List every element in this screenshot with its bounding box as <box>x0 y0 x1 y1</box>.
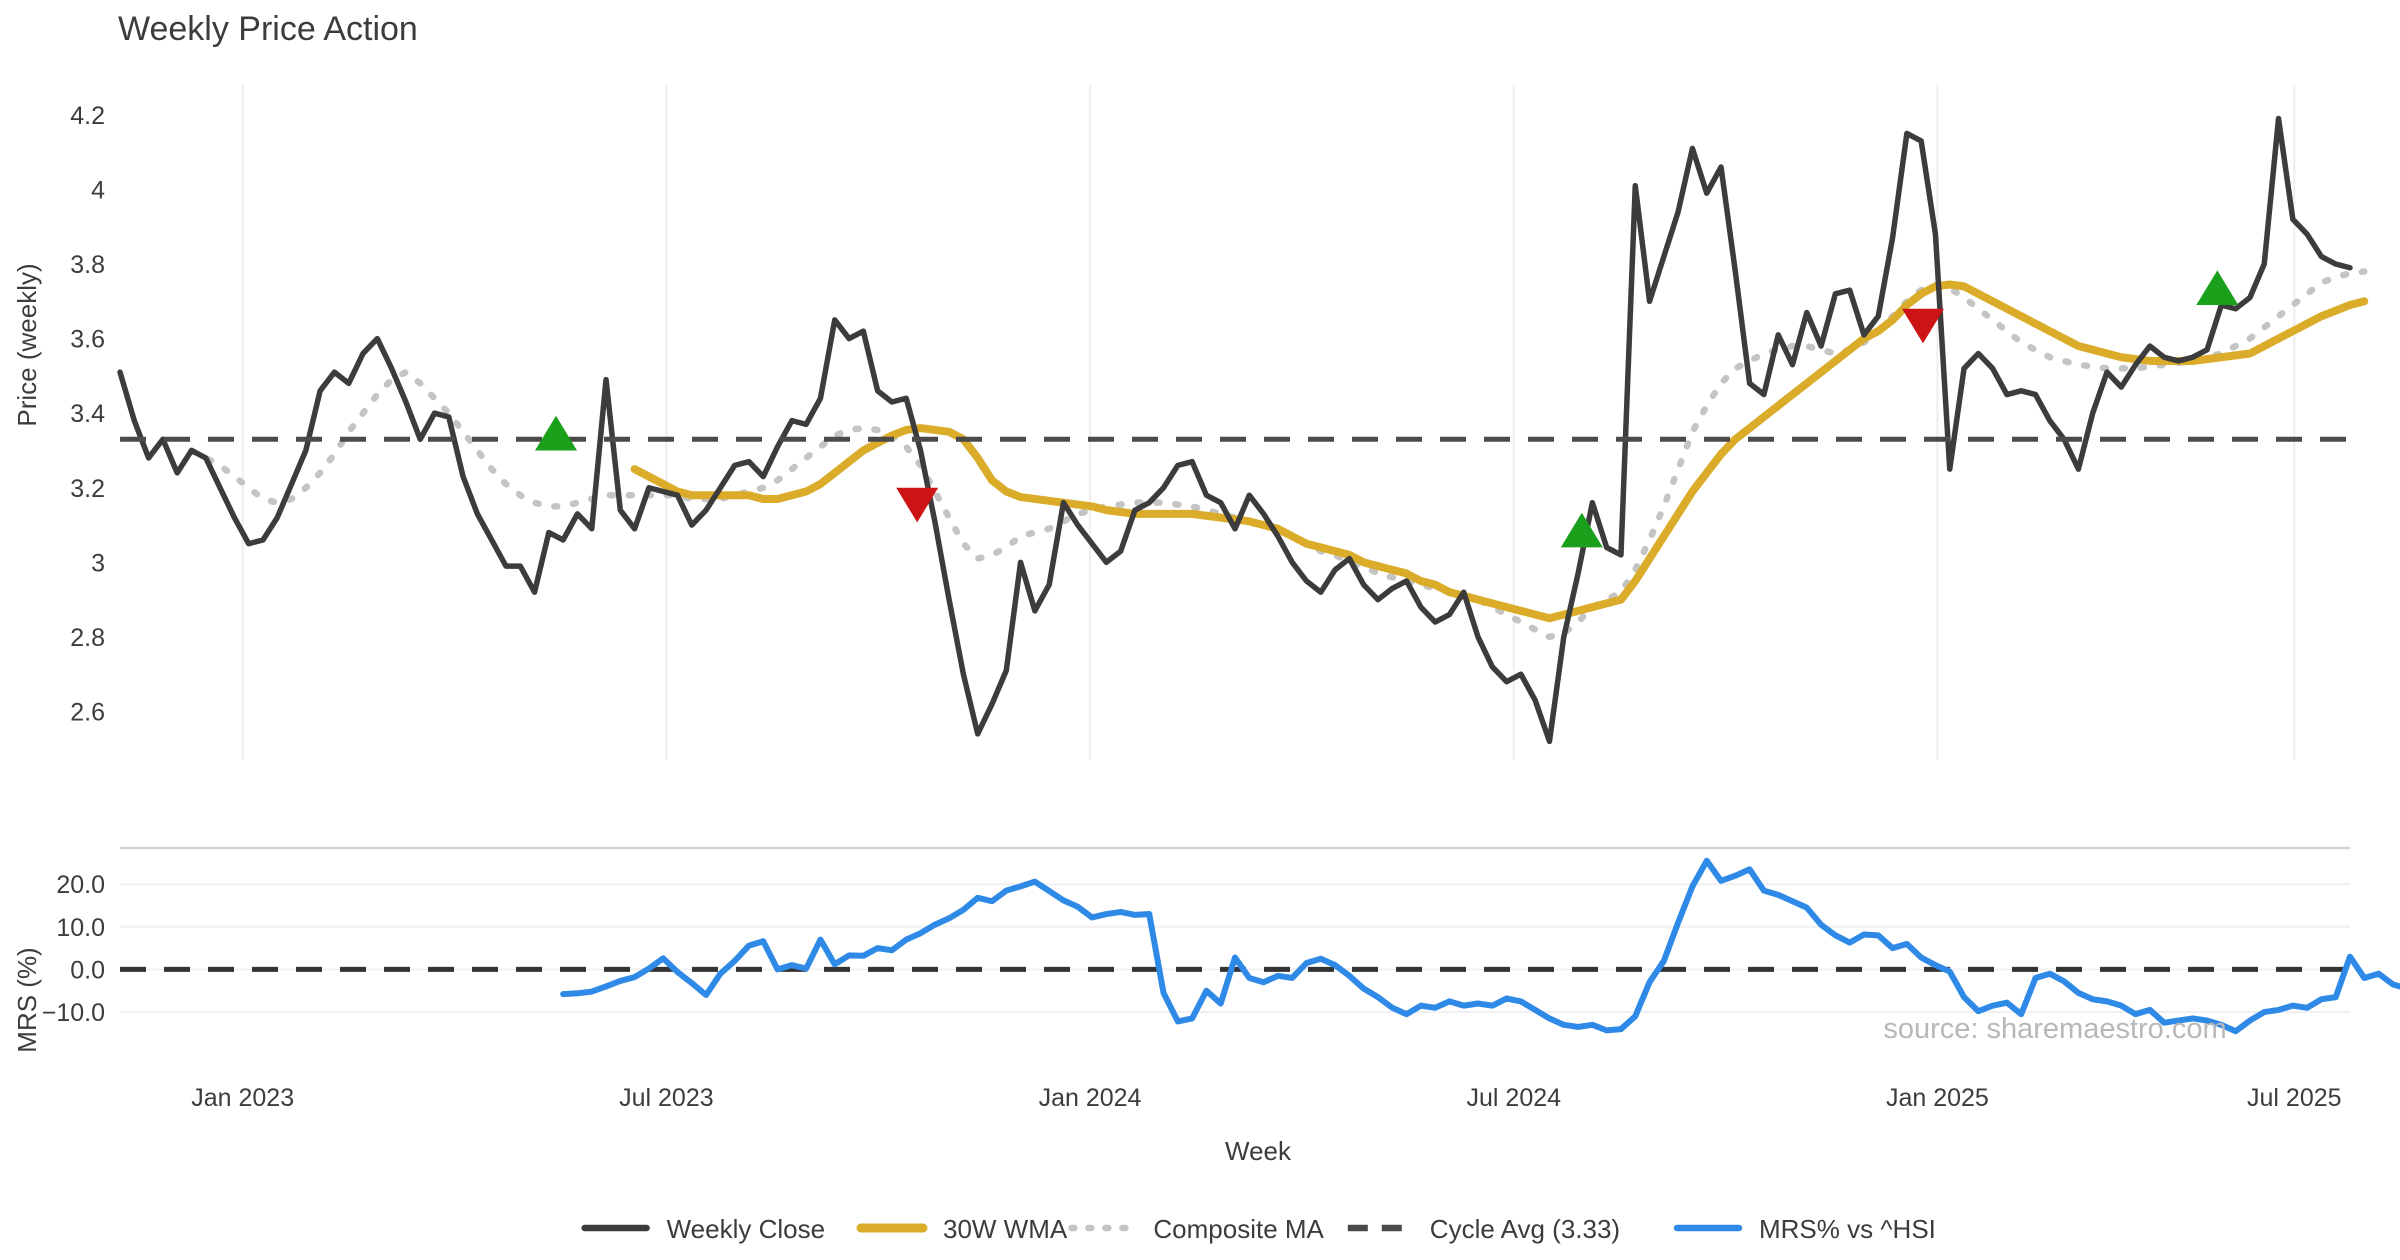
series-line-weekly-close <box>117 115 2353 745</box>
mrs-y-tick-label: 20.0 <box>56 871 105 899</box>
price-series-group <box>117 115 2369 745</box>
mrs-line <box>560 857 2400 1035</box>
x-tick-label: Jul 2024 <box>1467 1084 1562 1112</box>
price-y-axis-ticks: 4.2 4 3.8 3.6 3.4 3.2 3 2.8 2.6 <box>70 102 105 727</box>
price-gridlines <box>241 85 2296 760</box>
series-line-composite-ma <box>188 268 2368 641</box>
x-axis-ticks: Jan 2023 Jul 2023 Jan 2024 Jul 2024 Jan 2025… <box>191 1084 2341 1112</box>
x-tick-label: Jan 2024 <box>1039 1084 1142 1112</box>
mrs-y-tick-label: 0.0 <box>70 956 105 984</box>
legend-label: Cycle Avg (3.33) <box>1430 1214 1620 1244</box>
legend-item-mrs-vs-hsi[interactable]: MRS% vs ^HSI <box>1673 1214 1936 1244</box>
price-y-tick-label: 2.8 <box>70 624 105 652</box>
source-watermark: source: sharemaestro.com <box>1883 1013 2226 1045</box>
legend-item-30w-wma[interactable]: 30W WMA <box>856 1214 1068 1244</box>
price-y-tick-label: 4.2 <box>70 102 105 130</box>
mrs-y-tick-label: 10.0 <box>56 914 105 942</box>
buy-signal-marker[interactable] <box>1560 512 1603 548</box>
price-y-tick-label: 3.8 <box>70 251 105 279</box>
x-tick-label: Jan 2023 <box>191 1084 294 1112</box>
legend-label: Weekly Close <box>667 1214 825 1244</box>
price-y-tick-label: 3.6 <box>70 326 105 354</box>
sell-signal-marker[interactable] <box>896 487 939 523</box>
chart-legend[interactable]: Weekly Close 30W WMA Composite MA Cycle Avg… <box>581 1214 1936 1244</box>
legend-item-composite-ma[interactable]: Composite MA <box>1068 1214 1325 1244</box>
legend-label: 30W WMA <box>943 1214 1068 1244</box>
price-y-tick-label: 3 <box>91 549 105 577</box>
mrs-y-axis-label: MRS (%) <box>12 947 42 1052</box>
mrs-y-axis-ticks: 20.0 10.0 0.0 −10.0 <box>42 871 105 1027</box>
mrs-y-tick-label: −10.0 <box>42 999 105 1027</box>
buy-signal-marker[interactable] <box>2196 270 2239 305</box>
price-y-tick-label: 4 <box>91 176 105 204</box>
legend-item-cycle-avg-3-33-[interactable]: Cycle Avg (3.33) <box>1347 1214 1620 1244</box>
x-tick-label: Jul 2025 <box>2247 1084 2342 1112</box>
sell-signal-marker[interactable] <box>1902 308 1944 344</box>
x-tick-label: Jul 2023 <box>619 1084 714 1112</box>
series-line-30w-wma <box>630 280 2369 623</box>
price-y-tick-label: 2.6 <box>70 699 105 727</box>
legend-item-weekly-close[interactable]: Weekly Close <box>581 1214 825 1244</box>
price-y-tick-label: 3.2 <box>70 475 105 503</box>
price-y-axis-label: Price (weekly) <box>12 263 42 426</box>
x-axis-label: Week <box>1225 1136 1292 1166</box>
legend-label: MRS% vs ^HSI <box>1759 1214 1936 1244</box>
legend-label: Composite MA <box>1153 1214 1324 1244</box>
buy-signal-marker[interactable] <box>535 415 577 451</box>
page-title: Weekly Price Action <box>118 10 418 48</box>
signal-markers-group <box>535 270 2239 548</box>
price-y-tick-label: 3.4 <box>70 400 105 428</box>
x-tick-label: Jan 2025 <box>1886 1084 1989 1112</box>
